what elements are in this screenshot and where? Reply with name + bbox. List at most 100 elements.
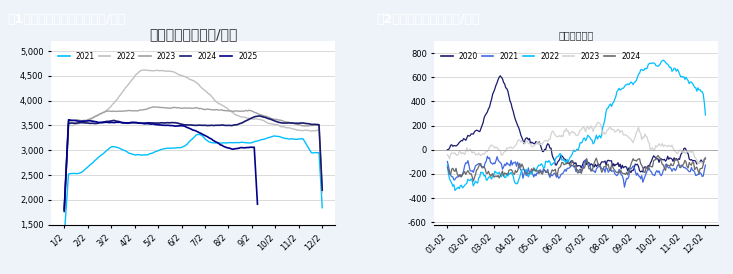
2022: [101, 110, 110, 113]
2023: [60, 209, 69, 212]
Line: 2023: 2023: [447, 122, 705, 164]
2020: [460, 138, 469, 141]
2022: [455, 187, 464, 190]
2024: [255, 114, 264, 118]
2020: [685, 158, 693, 161]
2023: [443, 153, 452, 156]
2021: [60, 235, 69, 238]
2022: [461, 182, 470, 186]
2022: [701, 113, 710, 117]
Title: 山东现货价格（元/吨）: 山东现货价格（元/吨）: [149, 27, 237, 41]
2024: [654, 154, 663, 157]
2025: [63, 141, 72, 144]
2023: [232, 109, 240, 113]
2022: [148, 69, 157, 73]
2023: [460, 153, 469, 156]
2022: [451, 189, 460, 192]
2020: [615, 165, 624, 168]
2020: [443, 148, 452, 151]
2025: [64, 118, 73, 121]
2021: [485, 156, 494, 159]
2022: [659, 58, 668, 62]
2023: [150, 105, 159, 109]
2022: [60, 210, 69, 214]
Legend: 2021, 2022, 2023, 2024, 2025: 2021, 2022, 2023, 2024, 2025: [55, 48, 260, 64]
2021: [685, 170, 693, 173]
2022: [141, 68, 150, 72]
2024: [701, 156, 710, 159]
2024: [60, 210, 69, 213]
2023: [531, 144, 539, 147]
2024: [685, 161, 693, 164]
2025: [101, 121, 110, 124]
2023: [684, 150, 693, 154]
2020: [531, 140, 540, 143]
2021: [620, 185, 629, 189]
2023: [318, 189, 327, 192]
2021: [701, 164, 710, 167]
2025: [248, 146, 257, 149]
2021: [483, 155, 492, 158]
2021: [318, 206, 327, 209]
Line: 2024: 2024: [447, 155, 705, 181]
2023: [101, 110, 110, 113]
2022: [318, 191, 327, 195]
2024: [485, 172, 494, 176]
Title: 山东沥青基差: 山东沥青基差: [559, 30, 594, 40]
2021: [232, 141, 240, 144]
2022: [70, 123, 79, 126]
Line: 2020: 2020: [447, 76, 705, 173]
2025: [253, 202, 262, 206]
2021: [101, 150, 110, 153]
2022: [531, 170, 540, 173]
2021: [531, 174, 540, 178]
Text: 图2：山东沥青基差（元/吨）: 图2：山东沥青基差（元/吨）: [376, 13, 479, 26]
Line: 2021: 2021: [65, 135, 323, 237]
2023: [593, 121, 602, 124]
Legend: 2020, 2021, 2022, 2023, 2024: 2020, 2021, 2022, 2023, 2024: [438, 48, 644, 64]
Line: 2024: 2024: [65, 116, 323, 211]
2024: [70, 122, 79, 125]
2023: [70, 119, 79, 122]
2023: [77, 119, 86, 122]
2021: [301, 140, 309, 144]
2021: [70, 172, 79, 175]
Line: 2023: 2023: [65, 107, 323, 210]
2024: [531, 168, 540, 172]
Line: 2021: 2021: [447, 156, 705, 187]
2023: [301, 124, 309, 128]
2025: [134, 122, 143, 125]
2021: [460, 164, 469, 167]
2024: [147, 121, 156, 125]
2025: [84, 119, 92, 122]
2023: [701, 156, 710, 159]
2024: [469, 179, 478, 183]
2023: [693, 162, 702, 166]
2020: [701, 157, 710, 161]
2023: [454, 153, 463, 156]
2024: [230, 123, 239, 127]
Line: 2022: 2022: [447, 60, 705, 190]
2020: [627, 171, 636, 174]
2023: [615, 129, 624, 132]
2022: [685, 82, 693, 85]
2020: [454, 142, 463, 146]
2024: [460, 170, 469, 173]
2023: [484, 148, 493, 152]
2024: [615, 171, 624, 175]
2022: [301, 129, 309, 132]
2022: [615, 87, 624, 90]
2022: [77, 120, 86, 124]
2024: [301, 122, 309, 125]
Text: 图1：山东沥青现货价格（元/吨）: 图1：山东沥青现货价格（元/吨）: [7, 13, 125, 26]
2022: [443, 164, 452, 167]
2025: [232, 147, 241, 150]
2021: [77, 171, 86, 174]
2024: [454, 174, 463, 178]
2025: [60, 208, 69, 211]
2021: [443, 160, 452, 163]
Line: 2022: 2022: [65, 70, 323, 212]
2024: [443, 166, 452, 169]
2024: [77, 121, 86, 124]
Line: 2025: 2025: [65, 120, 257, 209]
